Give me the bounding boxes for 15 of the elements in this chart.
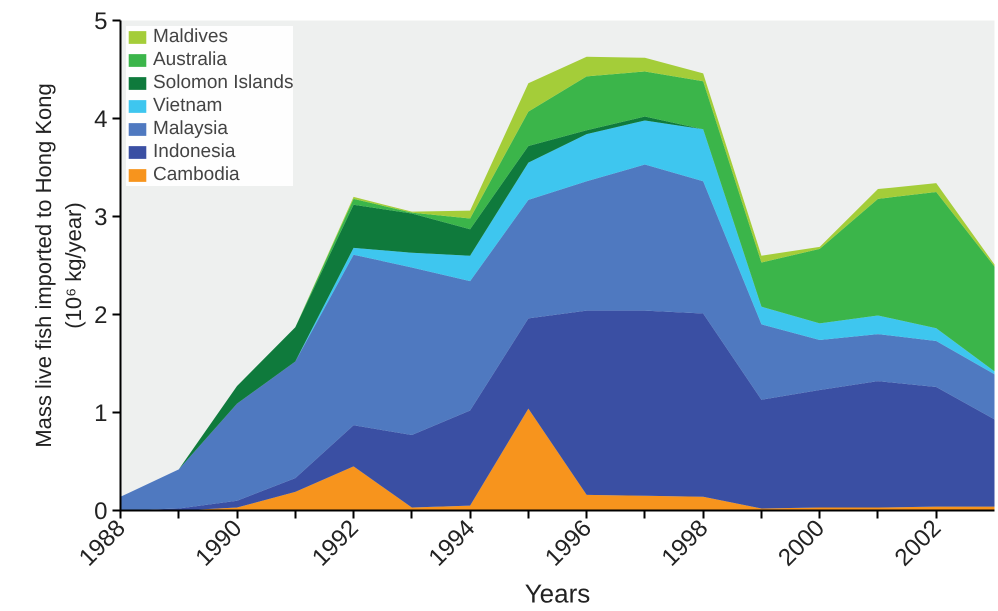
- y-tick-label: 4: [94, 106, 108, 133]
- y-tick-label: 5: [94, 8, 108, 35]
- y-tick-label: 1: [94, 400, 108, 427]
- y-axis-title: Mass live fish imported to Hong Kong (10⁶ kg/year): [31, 83, 86, 448]
- legend-label: Maldives: [153, 26, 228, 48]
- y-tick-label: 3: [94, 204, 108, 231]
- x-axis-title: Years: [524, 578, 590, 608]
- y-tick-label: 2: [94, 302, 108, 329]
- y-tick-label: 0: [94, 498, 108, 525]
- legend-label: Cambodia: [153, 164, 240, 186]
- legend-label: Vietnam: [153, 95, 222, 117]
- legend-label: Australia: [153, 49, 227, 71]
- legend-label: Solomon Islands: [153, 72, 294, 94]
- legend-label: Malaysia: [153, 118, 228, 140]
- legend-label: Indonesia: [153, 141, 236, 163]
